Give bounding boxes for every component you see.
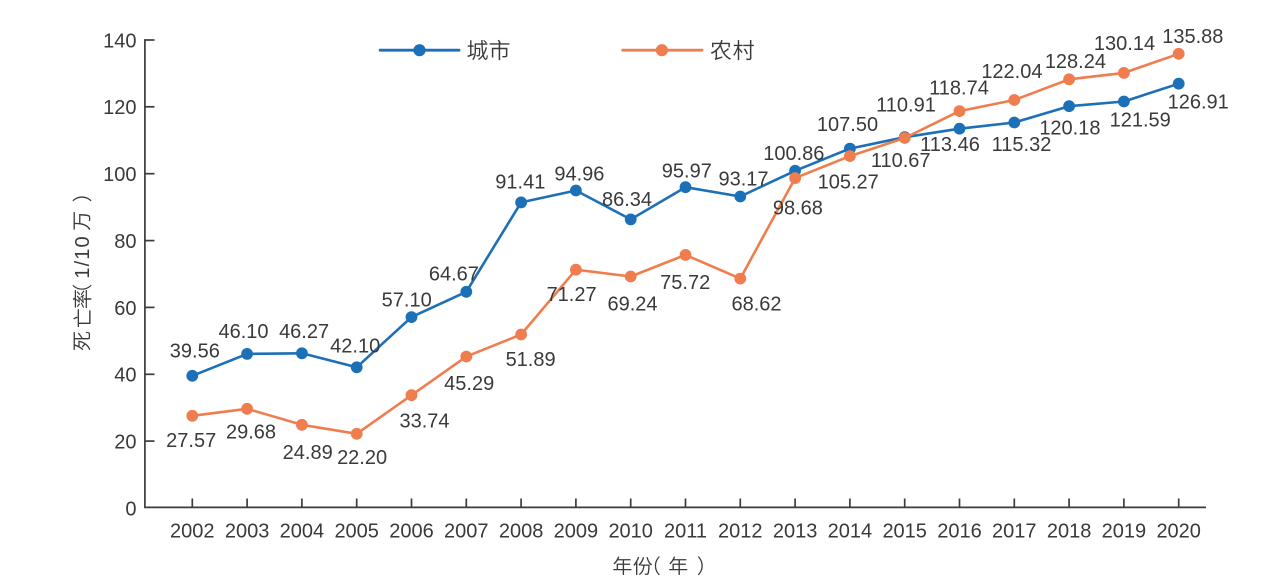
svg-text:2018: 2018 (1047, 521, 1092, 543)
svg-text:2011: 2011 (664, 521, 707, 543)
svg-text:2003: 2003 (225, 521, 270, 543)
svg-text:2012: 2012 (718, 521, 763, 543)
svg-text:140: 140 (103, 30, 136, 52)
svg-text:95.97: 95.97 (662, 160, 712, 182)
svg-text:91.41: 91.41 (495, 171, 545, 193)
svg-text:2019: 2019 (1102, 521, 1147, 543)
svg-text:27.57: 27.57 (166, 430, 216, 452)
svg-text:2004: 2004 (280, 521, 325, 543)
svg-text:75.72: 75.72 (660, 272, 710, 294)
svg-text:64.67: 64.67 (429, 264, 479, 286)
svg-text:2002: 2002 (170, 521, 215, 543)
svg-text:135.88: 135.88 (1162, 26, 1223, 48)
svg-text:29.68: 29.68 (226, 422, 276, 444)
svg-text:2010: 2010 (608, 521, 653, 543)
svg-text:110.67: 110.67 (871, 150, 931, 172)
svg-text:42.10: 42.10 (330, 336, 380, 358)
svg-text:71.27: 71.27 (547, 284, 597, 306)
svg-text:2006: 2006 (389, 521, 434, 543)
svg-text:33.74: 33.74 (399, 411, 449, 433)
svg-text:51.89: 51.89 (506, 349, 556, 371)
svg-text:100.86: 100.86 (763, 143, 824, 165)
svg-text:98.68: 98.68 (773, 198, 823, 220)
svg-text:107.50: 107.50 (817, 114, 878, 136)
svg-text:120: 120 (103, 97, 136, 119)
svg-text:2013: 2013 (773, 521, 818, 543)
svg-text:22.20: 22.20 (337, 447, 387, 469)
svg-text:115.32: 115.32 (992, 134, 1052, 156)
svg-text:46.27: 46.27 (279, 321, 329, 343)
svg-text:2014: 2014 (828, 521, 873, 543)
svg-text:80: 80 (114, 231, 136, 253)
svg-text:45.29: 45.29 (444, 373, 494, 395)
svg-text:128.24: 128.24 (1045, 51, 1106, 73)
svg-text:110.91: 110.91 (876, 95, 936, 117)
svg-text:60: 60 (114, 298, 136, 320)
svg-text:100: 100 (103, 164, 136, 186)
svg-text:86.34: 86.34 (602, 189, 652, 211)
svg-text:1/10: 1/10 (72, 235, 94, 278)
svg-text:24.89: 24.89 (283, 442, 333, 464)
svg-text:2016: 2016 (937, 521, 982, 543)
svg-text:113.46: 113.46 (920, 134, 980, 156)
svg-text:2008: 2008 (499, 521, 544, 543)
svg-text:2017: 2017 (992, 521, 1037, 543)
svg-text:40: 40 (114, 365, 136, 387)
svg-text:46.10: 46.10 (218, 321, 268, 343)
svg-text:2015: 2015 (882, 521, 927, 543)
svg-text:39.56: 39.56 (170, 341, 220, 363)
svg-text:2005: 2005 (334, 521, 379, 543)
svg-text:126.91: 126.91 (1168, 92, 1229, 114)
svg-text:120.18: 120.18 (1039, 118, 1100, 140)
svg-text:57.10: 57.10 (382, 289, 432, 311)
svg-text:0: 0 (125, 498, 136, 520)
svg-text:2020: 2020 (1156, 521, 1201, 543)
svg-text:69.24: 69.24 (607, 293, 657, 315)
svg-text:105.27: 105.27 (818, 172, 879, 194)
svg-text:20: 20 (114, 432, 136, 454)
svg-text:93.17: 93.17 (718, 168, 768, 190)
svg-text:118.74: 118.74 (929, 78, 989, 100)
svg-text:2007: 2007 (444, 521, 489, 543)
svg-text:122.04: 122.04 (981, 61, 1042, 83)
svg-text:130.14: 130.14 (1094, 33, 1155, 55)
svg-text:2009: 2009 (554, 521, 599, 543)
svg-text:94.96: 94.96 (554, 163, 604, 185)
svg-text:121.59: 121.59 (1110, 110, 1171, 132)
svg-text:68.62: 68.62 (731, 293, 781, 315)
